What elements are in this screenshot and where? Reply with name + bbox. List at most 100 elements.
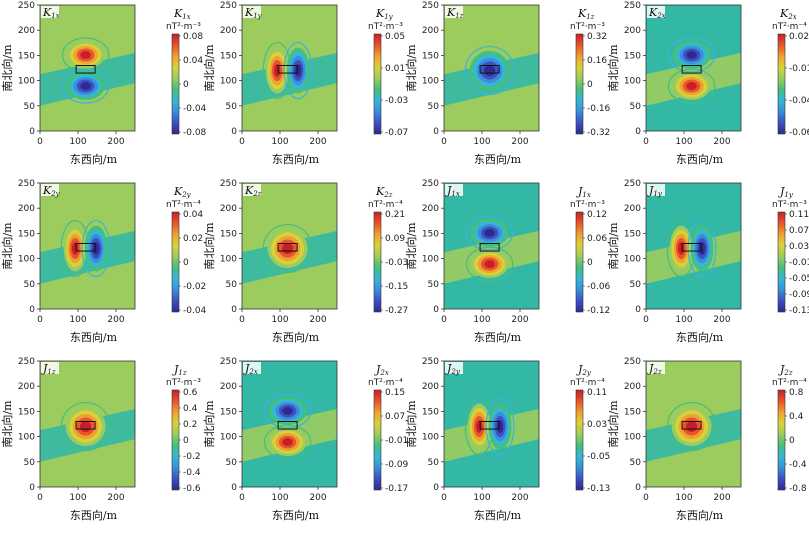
panel-tag-main: J xyxy=(647,362,654,375)
panel-tag-sub: 1x xyxy=(51,12,59,20)
y-tick-label: 250 xyxy=(18,1,35,11)
plot-frame xyxy=(443,182,540,310)
colorbar-title-main: J xyxy=(576,185,583,198)
y-tick-label: 100 xyxy=(220,77,237,87)
panel-tag-main: J xyxy=(647,184,654,197)
colorbar xyxy=(171,211,180,313)
y-tick-label: 0 xyxy=(635,483,641,493)
panel-J2z: J2z 0 100 200 0 50 100 150 200 250 东西向/m 南北向/m J2z nT… xyxy=(606,356,808,534)
colorbar-tick-label: 0.07 xyxy=(789,226,809,236)
colorbar-tick-label: -0.04 xyxy=(183,104,207,114)
y-tick-label: 250 xyxy=(220,179,237,189)
plot-frame xyxy=(241,360,338,488)
plot-frame xyxy=(645,4,742,132)
colorbar-tick-label: 0 xyxy=(183,436,189,446)
y-tick-label: 50 xyxy=(428,102,440,112)
colorbar-title-main: K xyxy=(375,185,385,198)
colorbar-title-sub: 2z xyxy=(783,369,792,377)
x-tick-label: 0 xyxy=(441,493,447,503)
colorbar-tick-label: -0.08 xyxy=(183,128,207,138)
colorbar-title-main: K xyxy=(173,7,183,20)
panel-J1y: J1y 0 100 200 0 50 100 150 200 250 东西向/m 南北向/m J1y nT… xyxy=(606,178,809,356)
x-tick-label: 200 xyxy=(107,315,124,325)
panel-tag-box xyxy=(647,6,665,18)
panel-tag-sub: 1x xyxy=(451,190,459,198)
y-tick-label: 200 xyxy=(18,26,35,36)
panel-tag-box xyxy=(445,362,463,374)
y-tick-label: 200 xyxy=(422,382,439,392)
x-axis-label: 东西向/m xyxy=(272,152,320,166)
colorbar-title-main: K xyxy=(779,7,789,20)
panel-tag-main: K xyxy=(42,6,52,19)
x-tick-label: 100 xyxy=(473,493,490,503)
y-axis-label: 南北向/m xyxy=(202,44,216,92)
plot-area xyxy=(242,183,337,309)
y-tick-label: 250 xyxy=(422,179,439,189)
x-tick-label: 0 xyxy=(239,493,245,503)
colorbar-tick-label: -0.13 xyxy=(789,306,809,316)
y-tick-label: 0 xyxy=(433,305,439,315)
colorbar-title-sub: 1x xyxy=(582,191,590,199)
panel-tag: J2x xyxy=(243,362,258,376)
panel-K1x: K1x 0 100 200 0 50 100 150 200 250 东西向/m 南北向/m K1x nT… xyxy=(0,0,207,178)
x-tick-label: 200 xyxy=(511,137,528,147)
y-tick-label: 250 xyxy=(18,179,35,189)
y-tick-label: 150 xyxy=(422,229,439,239)
panel-tag-sub: 1z xyxy=(47,368,55,376)
y-tick-label: 150 xyxy=(422,407,439,417)
x-axis-label: 东西向/m xyxy=(676,330,724,344)
source-body-outline xyxy=(479,242,500,252)
source-body-outline xyxy=(277,420,298,430)
colorbar-title-sub: 1z xyxy=(586,13,594,21)
colorbar-tick-label: -0.01 xyxy=(789,64,809,74)
x-axis-label: 东西向/m xyxy=(474,508,522,522)
colorbar xyxy=(373,33,382,135)
y-tick-label: 200 xyxy=(220,204,237,214)
y-tick-label: 0 xyxy=(231,483,237,493)
plot-area xyxy=(646,361,741,487)
colorbar-tick-label: 0.02 xyxy=(789,32,809,42)
panel-tag-main: J xyxy=(243,362,250,375)
colorbar-tick-label: -0.07 xyxy=(385,128,408,138)
east-lobe-halo xyxy=(687,219,717,278)
panel-tag-box xyxy=(445,184,463,196)
north-lobe-halo xyxy=(61,37,110,73)
y-axis-label: 南北向/m xyxy=(404,44,418,92)
north-lobe xyxy=(465,215,514,251)
south-lobe xyxy=(263,424,312,460)
y-tick-label: 0 xyxy=(635,305,641,315)
plot-area xyxy=(242,5,337,131)
colorbar-tick-label: 0.4 xyxy=(789,412,804,422)
colorbar-unit: nT²·m⁻³ xyxy=(570,22,605,32)
panel-tag-sub: 2z xyxy=(252,190,261,198)
central-anomaly xyxy=(464,45,515,96)
colorbar-tick-label: -0.06 xyxy=(789,128,809,138)
colorbar-tick-label: 0 xyxy=(183,80,189,90)
plot-frame xyxy=(39,360,136,488)
x-axis-label: 东西向/m xyxy=(474,152,522,166)
source-body-outline xyxy=(681,64,702,74)
x-tick-label: 0 xyxy=(643,315,649,325)
x-axis-label: 东西向/m xyxy=(70,152,118,166)
source-body-outline xyxy=(75,242,96,252)
colorbar-unit: nT²·m⁻⁴ xyxy=(368,200,403,210)
x-axis-label: 东西向/m xyxy=(676,508,724,522)
colorbar-title: J2y xyxy=(576,363,592,377)
panel-tag-sub: 1z xyxy=(455,12,463,20)
x-tick-label: 200 xyxy=(309,137,326,147)
colorbar xyxy=(373,211,382,313)
x-tick-label: 100 xyxy=(271,493,288,503)
plot-area xyxy=(242,361,337,487)
panel-tag: K1z xyxy=(446,6,464,20)
south-lobe-halo xyxy=(465,246,514,282)
colorbar xyxy=(777,33,786,135)
y-tick-label: 150 xyxy=(624,51,641,61)
colorbar-tick-label: -0.06 xyxy=(587,282,611,292)
south-lobe xyxy=(667,68,716,104)
colorbar-tick-label: -0.09 xyxy=(385,460,409,470)
central-anomaly xyxy=(60,401,111,452)
x-tick-label: 0 xyxy=(643,137,649,147)
